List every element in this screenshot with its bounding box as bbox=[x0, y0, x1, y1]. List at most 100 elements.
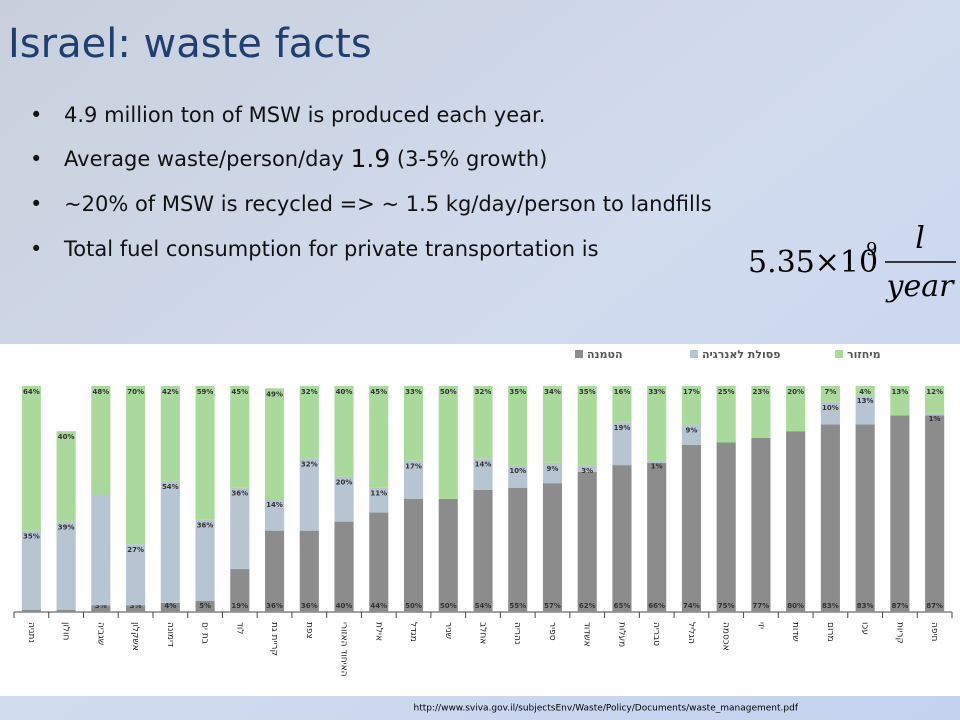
bar-segment bbox=[681, 386, 701, 425]
data-label: 3% bbox=[581, 467, 593, 475]
data-label: 3% bbox=[130, 602, 142, 610]
bar-segment bbox=[160, 602, 180, 612]
x-tick-label: חולון bbox=[61, 622, 71, 640]
data-label: 19% bbox=[231, 602, 248, 610]
data-label: 25% bbox=[718, 388, 735, 396]
data-label: 5% bbox=[199, 602, 211, 610]
bullet: Average waste/person/day 1.9 (3-5% growt… bbox=[64, 144, 547, 173]
formula-coefficient: 5.35×10 bbox=[748, 245, 878, 280]
bar-segment bbox=[265, 388, 285, 499]
bar-segment bbox=[403, 460, 424, 499]
data-label: 44% bbox=[370, 602, 387, 610]
x-tick-label: בת ים bbox=[200, 622, 210, 644]
bar-segment bbox=[577, 386, 597, 466]
bar-segment bbox=[473, 386, 493, 459]
bar-segment bbox=[265, 530, 285, 612]
x-tick-label: אילת bbox=[373, 622, 383, 641]
bar-segment bbox=[612, 422, 632, 466]
legend-label: מיחזור bbox=[847, 348, 881, 361]
data-label: 42% bbox=[162, 388, 179, 396]
data-label: 33% bbox=[648, 388, 665, 396]
x-tick-label: הגליל bbox=[686, 622, 696, 644]
data-label: 1% bbox=[651, 463, 663, 471]
bar-segment bbox=[925, 415, 945, 612]
data-label: 17% bbox=[683, 388, 700, 396]
x-tick-label: אשדוד bbox=[582, 622, 592, 647]
data-label: 36% bbox=[301, 602, 318, 610]
bar-segment bbox=[91, 386, 111, 495]
x-tick-label: נתניה bbox=[26, 622, 36, 643]
data-label: 50% bbox=[440, 602, 457, 610]
data-label: 34% bbox=[544, 388, 561, 396]
data-label: 35% bbox=[23, 533, 40, 541]
bar-segment bbox=[508, 386, 528, 466]
bar-segment bbox=[820, 424, 840, 612]
bar-segment bbox=[820, 386, 840, 402]
bar-segment bbox=[438, 499, 458, 612]
x-tick-label: שגביה bbox=[95, 622, 105, 645]
bar-segment bbox=[126, 544, 146, 606]
x-tick-label: נהריה bbox=[512, 622, 522, 644]
legend-swatch bbox=[575, 350, 583, 358]
data-label: 75% bbox=[718, 602, 735, 610]
bar-segment bbox=[230, 569, 250, 612]
data-label: 14% bbox=[475, 460, 492, 468]
bullets: • 4.9 million ton of MSW is produced eac… bbox=[30, 103, 712, 261]
bullet-dot: • bbox=[30, 192, 42, 216]
data-label: 35% bbox=[509, 388, 526, 396]
bar-segment bbox=[925, 413, 945, 416]
bar-segment bbox=[577, 471, 597, 612]
data-label: 65% bbox=[614, 602, 631, 610]
bar-segment bbox=[716, 386, 736, 443]
data-label: 10% bbox=[822, 404, 839, 412]
data-label: 16% bbox=[614, 388, 631, 396]
x-tick-label: מגדל bbox=[408, 622, 418, 642]
bar-segment bbox=[56, 521, 76, 610]
legend-swatch bbox=[690, 350, 698, 358]
data-label: 1% bbox=[929, 415, 941, 423]
data-label: 32% bbox=[301, 388, 318, 396]
bar-segment bbox=[369, 487, 389, 513]
data-label: 36% bbox=[266, 602, 283, 610]
bar-segment bbox=[681, 444, 701, 612]
data-label: 17% bbox=[405, 463, 422, 471]
source: http://www.sviva.gov.il/subjectsEnv/Wast… bbox=[414, 704, 799, 714]
bar-segment bbox=[91, 494, 111, 606]
bar-segment bbox=[647, 460, 667, 463]
data-label: 50% bbox=[405, 602, 422, 610]
bullet-part: Average waste/person/day bbox=[64, 147, 350, 171]
data-label: 33% bbox=[405, 388, 422, 396]
x-tick-label: אחלב bbox=[478, 622, 488, 644]
bar-segment bbox=[820, 401, 840, 425]
x-tick-label: מרום bbox=[825, 622, 835, 642]
data-label: 83% bbox=[822, 602, 839, 610]
bar-segment bbox=[299, 458, 319, 531]
data-label: 64% bbox=[23, 388, 40, 396]
data-label: 19% bbox=[614, 424, 631, 432]
data-label: 32% bbox=[475, 388, 492, 396]
x-tick-label: אשקלון bbox=[130, 622, 140, 651]
bar-segment bbox=[542, 462, 563, 484]
bar-segment bbox=[855, 386, 875, 396]
data-label: 50% bbox=[440, 388, 457, 396]
data-label: 77% bbox=[753, 602, 770, 610]
data-label: 11% bbox=[370, 490, 387, 498]
x-tick-label: לוד bbox=[234, 622, 244, 634]
bar-segment bbox=[438, 386, 458, 499]
data-label: 54% bbox=[162, 483, 179, 491]
bar-segment bbox=[577, 465, 597, 472]
x-tick-label: טבריה bbox=[651, 622, 661, 646]
bar-segment bbox=[21, 609, 41, 612]
bar-segment bbox=[195, 600, 215, 612]
data-label: 45% bbox=[231, 388, 248, 396]
data-label: 54% bbox=[475, 602, 492, 610]
bar-segment bbox=[369, 512, 389, 612]
data-label: 40% bbox=[58, 433, 75, 441]
bar-segment bbox=[473, 489, 493, 612]
formula-numerator: l bbox=[915, 221, 925, 256]
bar-segment bbox=[751, 437, 771, 612]
data-label: 4% bbox=[164, 602, 176, 610]
data-label: 83% bbox=[857, 602, 874, 610]
bar-segment bbox=[126, 605, 146, 612]
data-label: 4% bbox=[859, 388, 871, 396]
